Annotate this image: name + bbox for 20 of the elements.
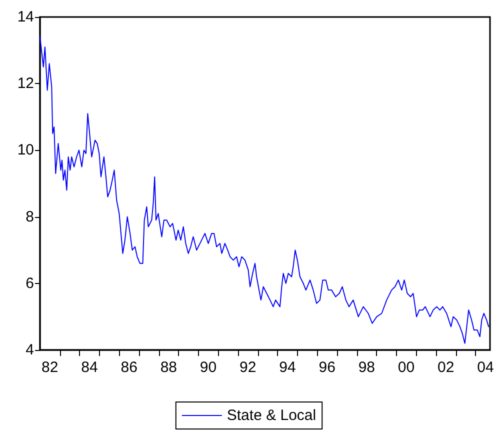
x-tick-label: 86 [120, 359, 138, 376]
x-tick-label: 00 [398, 359, 415, 376]
y-tick-label: 14 [17, 8, 34, 26]
x-tick-label: 94 [279, 359, 296, 376]
x-tick-label: 88 [160, 359, 178, 376]
x-tick-label: 04 [477, 359, 494, 376]
y-tick-label: 4 [26, 342, 34, 358]
legend-label: State & Local [226, 407, 316, 424]
x-tick-label: 02 [438, 359, 454, 376]
y-tick-label: 12 [17, 75, 34, 92]
y-tick-label: 6 [26, 274, 34, 292]
x-tick-label: 96 [318, 359, 336, 376]
x-tick-label: 92 [240, 359, 256, 376]
y-tick-label: 8 [26, 208, 34, 226]
x-tick-label: 82 [42, 359, 58, 376]
line-series [40, 36, 490, 344]
x-tick-label: 84 [81, 359, 98, 376]
x-tick-label: 90 [200, 359, 217, 376]
y-tick-label: 10 [17, 142, 34, 159]
x-tick-label: 98 [358, 359, 376, 376]
